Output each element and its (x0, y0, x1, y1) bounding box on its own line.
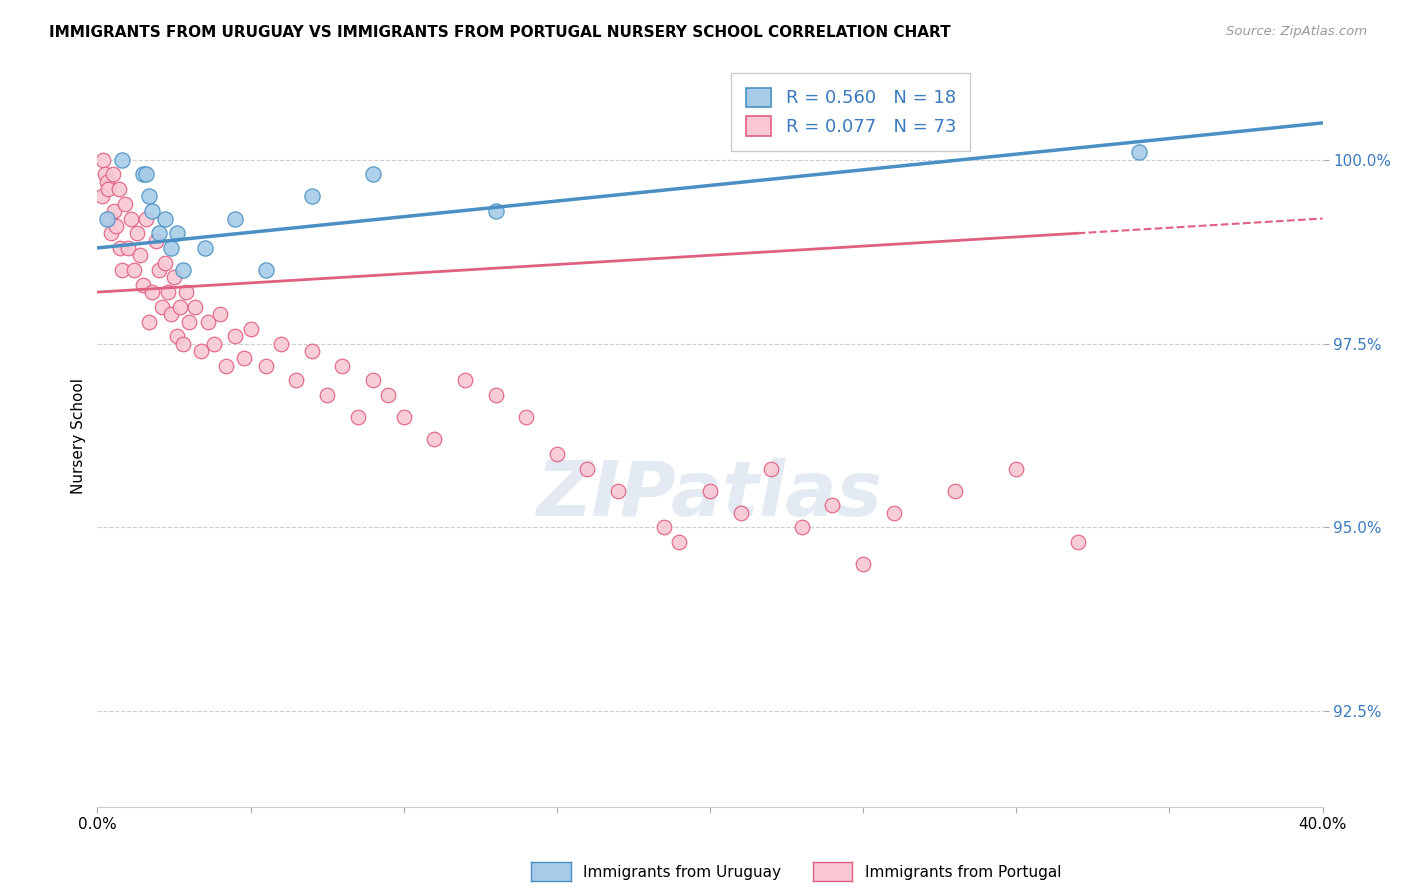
Point (132, 168, 155, 182)
Point (215, 359, 238, 373)
Point (202, 336, 225, 351)
Text: Immigrants from Uruguay: Immigrants from Uruguay (583, 865, 782, 880)
Point (377, 388, 399, 402)
Point (301, 343, 323, 358)
Point (166, 226, 188, 240)
Point (97, 182, 120, 196)
Point (208, 307, 231, 321)
Point (169, 300, 191, 314)
Point (233, 351, 256, 366)
Point (148, 263, 170, 277)
Point (145, 234, 167, 248)
Point (790, 520, 813, 534)
Point (163, 270, 186, 285)
Point (332, 359, 354, 373)
Point (153, 255, 176, 269)
Point (652, 520, 675, 534)
Point (484, 204, 506, 219)
Point (101, 168, 124, 182)
Point (135, 168, 157, 182)
Point (148, 226, 170, 240)
Point (1066, 535, 1088, 549)
Point (607, 483, 630, 498)
Text: IMMIGRANTS FROM URUGUAY VS IMMIGRANTS FROM PORTUGAL NURSERY SCHOOL CORRELATION C: IMMIGRANTS FROM URUGUAY VS IMMIGRANTS FR… (49, 25, 950, 40)
Point (172, 336, 194, 351)
Point (122, 263, 145, 277)
Point (943, 483, 966, 498)
Point (94, 168, 117, 182)
Point (197, 314, 219, 328)
Point (484, 388, 506, 402)
Point (103, 204, 125, 219)
Point (114, 196, 136, 211)
Point (129, 248, 152, 262)
Point (100, 226, 122, 240)
Text: Immigrants from Portugal: Immigrants from Portugal (865, 865, 1062, 880)
Point (117, 241, 139, 255)
Point (160, 307, 183, 321)
Point (346, 410, 368, 425)
Point (224, 211, 246, 226)
Point (150, 300, 173, 314)
Point (135, 211, 157, 226)
Point (761, 461, 783, 475)
Point (179, 314, 201, 328)
Point (156, 285, 179, 299)
Point (104, 219, 127, 233)
Point (852, 558, 875, 572)
Point (270, 336, 292, 351)
Point (254, 263, 277, 277)
Y-axis label: Nursery School: Nursery School (72, 377, 86, 493)
Point (132, 277, 155, 292)
Point (98, 211, 121, 226)
Point (96, 211, 118, 226)
Point (392, 410, 415, 425)
Point (546, 447, 568, 461)
Point (93, 153, 115, 167)
Point (166, 329, 188, 343)
Point (239, 322, 262, 336)
Point (127, 226, 149, 240)
Point (254, 359, 277, 373)
Point (111, 153, 134, 167)
Point (1005, 461, 1028, 475)
Point (224, 329, 246, 343)
Point (141, 204, 163, 219)
Point (174, 285, 197, 299)
Point (141, 285, 163, 299)
Point (120, 211, 142, 226)
Point (883, 506, 905, 520)
Point (301, 189, 323, 203)
Text: Source: ZipAtlas.com: Source: ZipAtlas.com (1226, 25, 1367, 38)
Point (138, 189, 160, 203)
Point (576, 461, 599, 475)
Point (454, 373, 477, 387)
Point (515, 410, 537, 425)
Point (96, 175, 118, 189)
Point (361, 373, 384, 387)
Point (160, 241, 183, 255)
Point (138, 314, 160, 328)
Point (730, 506, 752, 520)
Point (821, 499, 844, 513)
Point (107, 182, 129, 196)
Point (91, 189, 114, 203)
Point (668, 535, 690, 549)
Point (111, 263, 134, 277)
Point (316, 388, 339, 402)
Point (110, 241, 132, 255)
Point (172, 263, 194, 277)
Point (1128, 145, 1150, 160)
Point (699, 483, 721, 498)
Legend: R = 0.560   N = 18, R = 0.077   N = 73: R = 0.560 N = 18, R = 0.077 N = 73 (731, 73, 970, 151)
Point (153, 211, 176, 226)
Point (190, 343, 212, 358)
Point (423, 432, 446, 446)
Point (184, 300, 207, 314)
Point (285, 373, 308, 387)
Point (361, 168, 384, 182)
Point (193, 241, 215, 255)
Text: ZIPatlas: ZIPatlas (537, 458, 883, 532)
